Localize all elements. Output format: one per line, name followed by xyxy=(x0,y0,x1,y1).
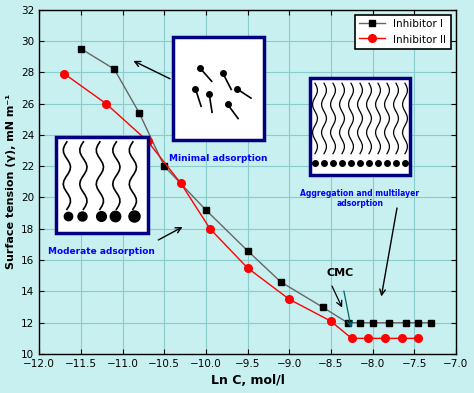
Inhibitor I xyxy=(137,110,142,115)
Text: Aggregation and multilayer
adsorption: Aggregation and multilayer adsorption xyxy=(301,189,419,208)
Inhibitor II xyxy=(178,181,184,186)
Text: Minimal adsorption: Minimal adsorption xyxy=(169,154,268,163)
Line: Inhibitor I: Inhibitor I xyxy=(78,46,434,326)
Inhibitor I xyxy=(319,305,325,309)
Inhibitor I xyxy=(403,320,409,325)
Inhibitor I xyxy=(245,248,250,253)
Text: CMC: CMC xyxy=(327,268,354,278)
Inhibitor I xyxy=(345,320,350,325)
FancyBboxPatch shape xyxy=(310,79,410,175)
Inhibitor I xyxy=(428,320,434,325)
Y-axis label: Surface tension (γ), mN m⁻¹: Surface tension (γ), mN m⁻¹ xyxy=(6,94,16,269)
Inhibitor I xyxy=(370,320,375,325)
Inhibitor I xyxy=(161,164,167,169)
Inhibitor II xyxy=(349,336,355,341)
Inhibitor II xyxy=(416,336,421,341)
Inhibitor I xyxy=(278,280,284,285)
Inhibitor II xyxy=(61,72,67,76)
Text: Moderate adsorption: Moderate adsorption xyxy=(48,247,155,256)
Inhibitor I xyxy=(203,208,209,212)
Inhibitor I xyxy=(416,320,421,325)
Inhibitor II xyxy=(245,266,250,270)
Inhibitor II xyxy=(399,336,404,341)
Inhibitor I xyxy=(78,46,84,51)
Inhibitor II xyxy=(365,336,371,341)
Inhibitor II xyxy=(103,101,109,106)
Inhibitor I xyxy=(111,67,117,72)
FancyBboxPatch shape xyxy=(56,137,147,233)
Line: Inhibitor II: Inhibitor II xyxy=(60,70,422,342)
Legend: Inhibitor I, Inhibitor II: Inhibitor I, Inhibitor II xyxy=(355,15,451,49)
Inhibitor II xyxy=(328,319,334,323)
Inhibitor II xyxy=(145,139,150,143)
Inhibitor II xyxy=(382,336,388,341)
FancyBboxPatch shape xyxy=(173,37,264,140)
Inhibitor I xyxy=(357,320,363,325)
X-axis label: Ln C, mol/l: Ln C, mol/l xyxy=(210,375,284,387)
Inhibitor II xyxy=(286,297,292,301)
Inhibitor II xyxy=(207,226,213,231)
Inhibitor I xyxy=(386,320,392,325)
